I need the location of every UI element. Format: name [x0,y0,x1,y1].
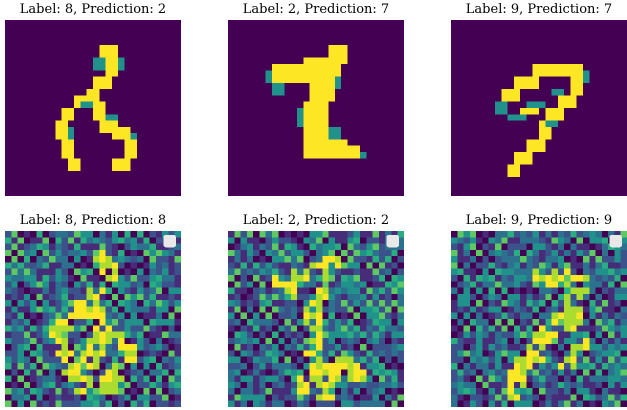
panel-title: Label: 9, Prediction: 7 [465,2,613,17]
saliency-map-image [451,231,627,407]
corner-marker [609,234,622,248]
panel-title: Label: 8, Prediction: 8 [19,213,167,228]
digit-2-pixels [265,45,367,159]
panel-title: Label: 8, Prediction: 2 [19,2,167,17]
mnist-digit-image [451,20,627,196]
saliency-map-image [228,231,404,407]
saliency-map-8 [5,231,181,407]
saliency-map-2 [228,231,404,407]
panel-title: Label: 2, Prediction: 7 [242,2,390,17]
saliency-map-9 [451,231,627,407]
panel-title: Label: 2, Prediction: 2 [242,213,390,228]
digit-9-pixels [495,64,590,178]
digit-8-pixels [55,45,137,171]
corner-marker [386,234,399,248]
corner-marker [163,234,176,248]
saliency-map-image [5,231,181,407]
mnist-digit-image [5,20,181,196]
mnist-digit-image [228,20,404,196]
panel-title: Label: 9, Prediction: 9 [465,213,613,228]
